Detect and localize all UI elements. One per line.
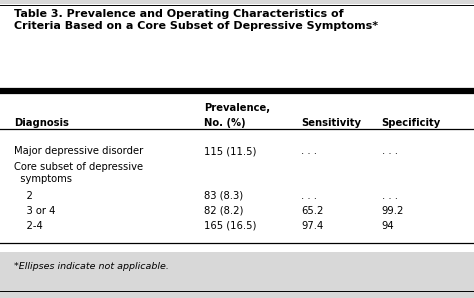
Text: 3 or 4: 3 or 4 [14,206,55,216]
Text: 2: 2 [14,191,33,201]
Text: Table 3. Prevalence and Operating Characteristics of
Criteria Based on a Core Su: Table 3. Prevalence and Operating Charac… [14,9,378,31]
Text: . . .: . . . [382,146,398,156]
Text: Prevalence,: Prevalence, [204,103,270,113]
Text: . . .: . . . [382,191,398,201]
Text: 82 (8.2): 82 (8.2) [204,206,243,216]
Text: . . .: . . . [301,146,317,156]
Text: 97.4: 97.4 [301,221,323,231]
Text: Diagnosis: Diagnosis [14,118,69,128]
Text: Specificity: Specificity [382,118,441,128]
Text: No. (%): No. (%) [204,118,246,128]
Text: Sensitivity: Sensitivity [301,118,361,128]
Text: 99.2: 99.2 [382,206,404,216]
Text: 165 (16.5): 165 (16.5) [204,221,256,231]
Text: 2-4: 2-4 [14,221,43,231]
Text: symptoms: symptoms [14,174,72,184]
Text: 65.2: 65.2 [301,206,323,216]
Text: 94: 94 [382,221,394,231]
Text: 115 (11.5): 115 (11.5) [204,146,256,156]
Text: . . .: . . . [301,191,317,201]
Text: *Ellipses indicate not applicable.: *Ellipses indicate not applicable. [14,262,169,271]
Text: Core subset of depressive: Core subset of depressive [14,162,143,173]
Text: Major depressive disorder: Major depressive disorder [14,146,144,156]
Text: 83 (8.3): 83 (8.3) [204,191,243,201]
